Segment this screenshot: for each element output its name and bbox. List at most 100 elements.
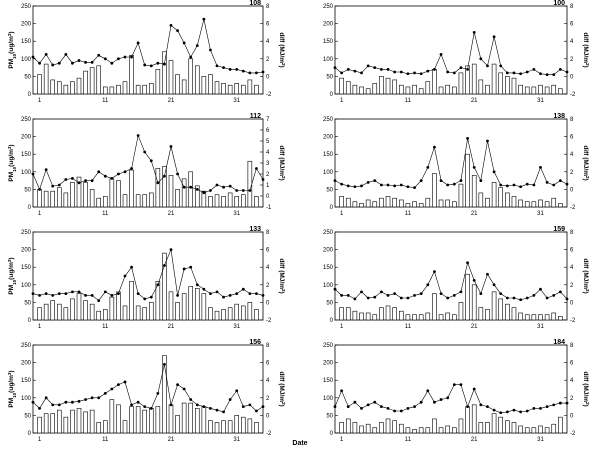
diff-point (353, 297, 357, 301)
bar (254, 309, 259, 321)
bar (405, 427, 411, 434)
diff-line (32, 134, 264, 194)
y2-tick-label: 2 (570, 283, 574, 289)
diff-point (248, 403, 252, 407)
diff-point (71, 400, 74, 404)
diff-point (366, 64, 370, 68)
bar (155, 406, 161, 434)
y2-tick-label: 6 (266, 361, 270, 367)
y2-axis-label: diff (MJ/m2) (582, 145, 591, 180)
bar (83, 70, 88, 95)
diff-point (51, 63, 55, 67)
diff-point (393, 292, 397, 295)
bar (175, 74, 180, 95)
x-tick-label: 31 (233, 211, 240, 217)
diff-point (31, 292, 35, 295)
diff-point (373, 66, 377, 69)
y-tick-label: 250 (323, 117, 334, 123)
bar (116, 84, 121, 95)
y2-tick-label: 5 (266, 139, 270, 145)
bar (379, 422, 384, 434)
diff-point (156, 283, 160, 287)
diff-point (163, 174, 166, 178)
diff-point (519, 298, 522, 302)
bar (379, 76, 384, 95)
diff-point (130, 403, 133, 407)
bar (149, 408, 154, 434)
bar (538, 425, 543, 434)
bar (505, 420, 510, 434)
y2-tick-label: 2 (570, 170, 574, 176)
x-tick-label: 1 (38, 98, 42, 104)
bar (70, 409, 75, 434)
bar (76, 408, 82, 434)
y2-axis-label: diff (MJ/m2) (278, 258, 287, 293)
diff-point (558, 401, 562, 405)
bar (103, 309, 108, 321)
bar (129, 280, 134, 321)
diff-point (360, 406, 363, 410)
diff-point (479, 403, 483, 407)
bar (398, 310, 404, 321)
bar (175, 302, 180, 321)
diff-point (189, 55, 193, 59)
diff-point (419, 292, 423, 295)
diff-point (156, 61, 160, 65)
x-tick-label: 31 (233, 98, 240, 104)
diff-point (346, 184, 350, 188)
diff-point (380, 405, 383, 408)
y-tick-label: 200 (323, 22, 334, 28)
bar (70, 81, 75, 95)
bar (385, 196, 391, 208)
bar (405, 203, 411, 208)
bar (445, 84, 450, 95)
panel-title: 156 (249, 339, 261, 346)
diff-point (439, 292, 443, 295)
diff-point (149, 159, 153, 163)
diff-point (413, 186, 416, 190)
x-tick-label: 11 (102, 211, 109, 217)
diff-point (51, 403, 55, 407)
diff-point (466, 405, 469, 408)
bar (122, 305, 128, 321)
diff-point (195, 403, 199, 407)
bar (254, 196, 259, 208)
bar (50, 190, 55, 208)
diff-point (261, 70, 265, 74)
y-tick-label: 150 (21, 378, 32, 384)
bar (201, 190, 207, 208)
panel-title: 138 (553, 113, 565, 120)
diff-point (71, 61, 74, 65)
diff-point (255, 292, 258, 295)
diff-point (222, 66, 225, 69)
y-tick-label: 150 (21, 265, 32, 271)
y-tick-label: 200 (323, 248, 334, 254)
diff-point (499, 64, 503, 68)
y-tick-label: 0 (330, 205, 334, 211)
y2-tick-label: 0 (570, 187, 574, 193)
bar (412, 429, 417, 434)
diff-point (90, 60, 94, 64)
diff-point (552, 73, 556, 77)
bar (116, 180, 121, 208)
diff-point (77, 290, 81, 294)
bar (188, 58, 193, 95)
bar (208, 196, 213, 208)
bar (551, 84, 557, 95)
bar (425, 427, 431, 434)
diff-point (84, 398, 87, 401)
diff-point (386, 406, 390, 410)
y-tick-label: 200 (323, 361, 334, 367)
diff-point (77, 399, 81, 403)
y-tick-label: 50 (24, 187, 31, 193)
diff-point (209, 189, 212, 192)
bar (365, 199, 371, 208)
bar (254, 422, 259, 434)
diff-point (486, 64, 489, 68)
x-tick-label: 11 (405, 324, 412, 330)
x-tick-label: 21 (168, 324, 175, 330)
bar (135, 194, 141, 208)
bar (345, 307, 351, 321)
bar (438, 427, 444, 434)
